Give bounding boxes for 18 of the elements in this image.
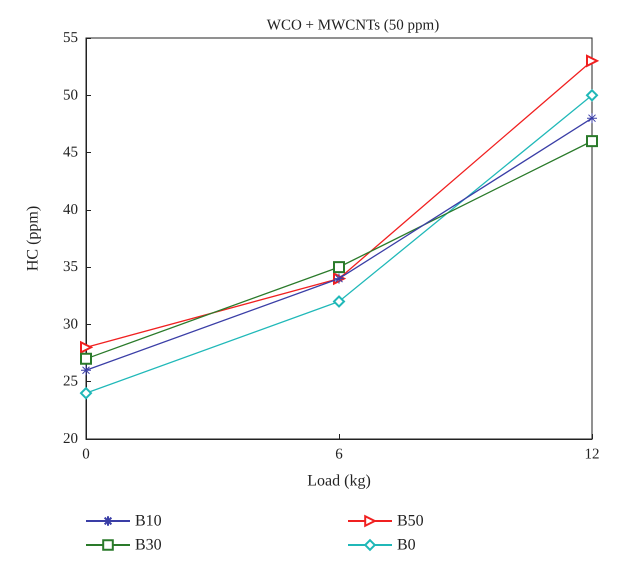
x-axis-title: Load (kg): [307, 472, 371, 490]
legend-label: B0: [397, 536, 416, 554]
x-tick-label: 0: [82, 446, 90, 462]
y-tick-label: 35: [63, 259, 78, 276]
y-axis-title: HC (ppm): [24, 206, 42, 272]
y-tick-label: 45: [63, 144, 78, 161]
chart-title: WCO + MWCNTs (50 ppm): [266, 18, 440, 34]
legend-label: B30: [135, 536, 162, 554]
y-tick-label: 30: [63, 316, 78, 332]
legend-label: B10: [135, 512, 162, 530]
legend-label: B50: [397, 512, 424, 530]
y-tick-label: 20: [63, 431, 78, 447]
y-tick-label: 55: [63, 30, 78, 46]
x-tick-label: 6: [335, 446, 344, 462]
y-tick-label: 50: [63, 87, 78, 104]
y-tick-label: 25: [63, 374, 78, 390]
x-tick-label: 12: [584, 446, 600, 462]
y-tick-label: 40: [63, 202, 78, 218]
